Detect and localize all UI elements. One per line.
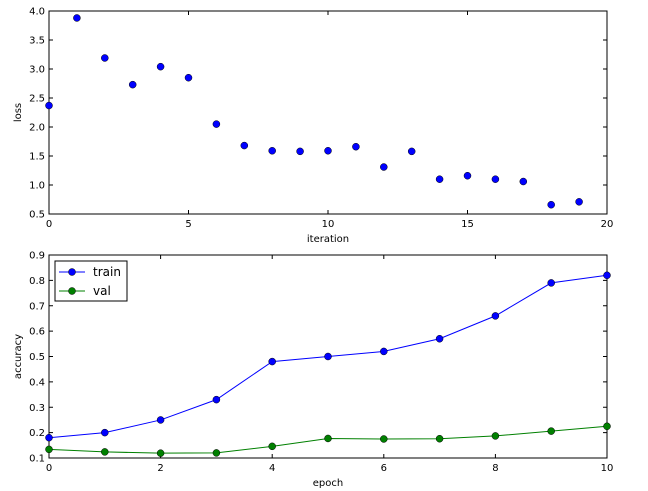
y-tick-label: 0.5 [29, 352, 45, 363]
loss-point [463, 171, 472, 180]
loss-point [491, 175, 500, 183]
series-point-train [156, 416, 165, 424]
x-tick-label: 10 [601, 463, 614, 474]
series-point-val [491, 432, 500, 440]
y-tick-label: 0.3 [29, 403, 45, 414]
series-point-val [101, 448, 109, 456]
y-tick-label: 3.0 [29, 65, 45, 76]
y-axis-label: loss [13, 103, 24, 122]
x-axis-label: epoch [313, 478, 343, 489]
loss-point [45, 101, 53, 110]
accuracy-chart: 0 2 4 6 8 10 0.1 0.2 0.3 0.4 0.5 0.6 0.7 0.8 0.9 epoch a… [13, 251, 613, 490]
loss-point [407, 147, 416, 156]
y-tick-label: 1.5 [29, 152, 45, 163]
y-tick-label: 0.2 [29, 428, 45, 439]
loss-point [547, 200, 555, 209]
series-point-val [547, 427, 555, 435]
loss-point [101, 54, 109, 62]
loss-point [156, 62, 165, 71]
legend-marker-train [68, 268, 76, 276]
legend-label-val: val [93, 284, 111, 298]
y-tick-label: 1.0 [29, 181, 45, 192]
series-point-train [45, 433, 53, 442]
loss-point [184, 73, 193, 82]
series-point-val [603, 422, 611, 431]
x-tick-label: 4 [269, 463, 275, 474]
loss-point [380, 163, 388, 171]
loss-chart: 0 5 10 15 20 0.5 1.0 1.5 2.0 2.5 3.0 3.5 4.0 iteratio… [13, 7, 613, 246]
series-point-train [547, 279, 555, 287]
x-tick-label: 20 [601, 219, 614, 230]
y-tick-label: 0.8 [29, 276, 45, 287]
x-tick-label: 5 [185, 219, 191, 230]
y-tick-label: 0.7 [29, 301, 45, 312]
x-tick-label: 2 [157, 463, 163, 474]
loss-point [268, 147, 276, 155]
series-point-train [603, 271, 611, 280]
x-tick-label: 0 [46, 219, 52, 230]
series-point-train [324, 352, 332, 361]
loss-point [519, 177, 528, 186]
x-tick-label: 0 [46, 463, 52, 474]
loss-point [240, 141, 249, 150]
legend-label-train: train [93, 265, 121, 279]
x-tick-label: 8 [492, 463, 498, 474]
y-tick-label: 2.0 [29, 123, 45, 134]
loss-point [128, 80, 137, 89]
y-tick-label: 4.0 [29, 7, 45, 18]
loss-point [435, 175, 444, 183]
series-point-val [156, 449, 165, 457]
loss-point [212, 120, 221, 128]
y-tick-label: 0.6 [29, 327, 45, 338]
legend-marker-val [68, 287, 76, 295]
series-point-val [212, 449, 221, 457]
y-tick-label: 0.4 [29, 377, 45, 388]
loss-point [296, 147, 304, 156]
series-point-val [45, 445, 53, 454]
y-axis-label: accuracy [13, 334, 24, 379]
legend-box [54, 260, 128, 302]
x-tick-label: 6 [381, 463, 387, 474]
loss-point [352, 142, 360, 151]
loss-point [575, 198, 583, 206]
series-point-train [491, 312, 500, 320]
series-point-train [101, 428, 109, 437]
y-tick-label: 0.9 [29, 251, 45, 262]
series-point-train [435, 334, 444, 343]
series-point-val [324, 434, 332, 443]
loss-point [324, 147, 332, 155]
loss-point [73, 14, 81, 22]
y-tick-label: 2.5 [29, 94, 45, 105]
y-tick-label: 0.5 [29, 210, 45, 221]
series-point-val [435, 434, 444, 443]
series-point-train [268, 357, 276, 366]
series-point-train [380, 347, 388, 356]
y-tick-label: 0.1 [29, 454, 45, 465]
series-point-train [212, 395, 221, 404]
x-axis-label: iteration [307, 234, 349, 245]
x-tick-label: 10 [322, 219, 335, 230]
series-point-val [380, 435, 388, 443]
x-tick-label: 15 [461, 219, 474, 230]
series-point-val [268, 442, 276, 451]
y-tick-label: 3.5 [29, 36, 45, 47]
